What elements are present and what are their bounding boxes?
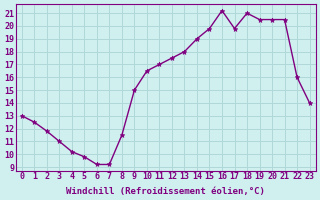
X-axis label: Windchill (Refroidissement éolien,°C): Windchill (Refroidissement éolien,°C) <box>66 187 265 196</box>
